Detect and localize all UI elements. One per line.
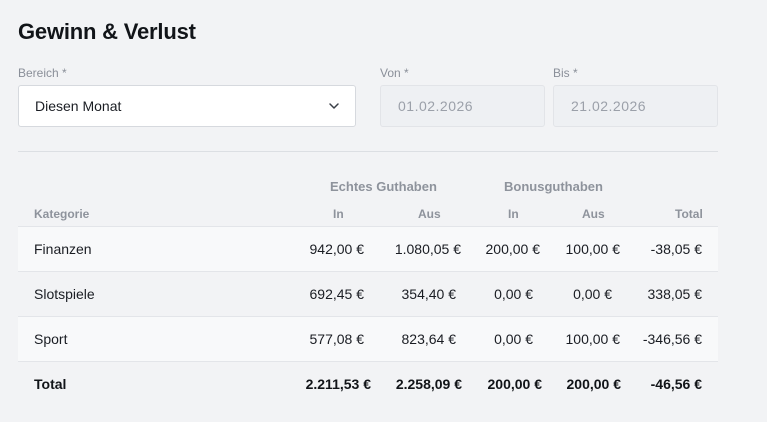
group-header-bonusguthaben: Bonusguthaben: [504, 179, 603, 194]
bis-label: Bis *: [553, 66, 578, 80]
table-row: Finanzen 942,00 € 1.080,05 € 200,00 € 10…: [18, 226, 718, 271]
cell-total: -38,05 €: [650, 241, 702, 257]
group-header-echtes-guthaben: Echtes Guthaben: [330, 179, 437, 194]
col-header-echt-in: In: [333, 207, 344, 221]
col-header-kategorie: Kategorie: [34, 207, 90, 221]
table-total-row: Total 2.211,53 € 2.258,09 € 200,00 € 200…: [18, 361, 718, 406]
cell-total: 338,05 €: [647, 286, 703, 302]
cell-kategorie: Finanzen: [34, 241, 92, 257]
cell-echt-in: 577,08 €: [309, 331, 365, 347]
divider: [18, 151, 718, 152]
cell-echt-in: 942,00 €: [309, 241, 365, 257]
von-date-input[interactable]: [380, 85, 545, 127]
cell-echt-in: 2.211,53 €: [305, 376, 371, 392]
col-header-echt-aus: Aus: [418, 207, 441, 221]
page-title: Gewinn & Verlust: [18, 19, 196, 44]
cell-echt-aus: 823,64 €: [401, 331, 457, 347]
cell-echt-aus: 354,40 €: [401, 286, 457, 302]
cell-bonus-aus: 200,00 €: [566, 376, 622, 392]
cell-echt-in: 692,45 €: [309, 286, 365, 302]
cell-kategorie: Slotspiele: [34, 286, 95, 302]
table-row: Sport 577,08 € 823,64 € 0,00 € 100,00 € …: [18, 316, 718, 361]
col-header-total: Total: [675, 207, 703, 221]
cell-total: -46,56 €: [650, 376, 702, 392]
von-label: Von *: [380, 66, 409, 80]
cell-total: -346,56 €: [642, 331, 702, 347]
bereich-label: Bereich *: [18, 66, 67, 80]
cell-echt-aus: 1.080,05 €: [394, 241, 461, 257]
col-header-bonus-aus: Aus: [582, 207, 605, 221]
bereich-select[interactable]: Diesen Monat: [18, 85, 356, 127]
cell-kategorie: Sport: [34, 331, 68, 347]
chevron-down-icon: [329, 103, 339, 109]
cell-bonus-in: 0,00 €: [494, 331, 533, 347]
col-header-bonus-in: In: [508, 207, 519, 221]
cell-bonus-in: 200,00 €: [485, 241, 541, 257]
cell-bonus-aus: 100,00 €: [565, 331, 621, 347]
bereich-select-value: Diesen Monat: [35, 98, 122, 114]
cell-bonus-aus: 0,00 €: [573, 286, 612, 302]
bis-date-input[interactable]: [553, 85, 718, 127]
cell-bonus-aus: 100,00 €: [565, 241, 621, 257]
cell-echt-aus: 2.258,09 €: [395, 376, 462, 392]
cell-kategorie: Total: [34, 376, 67, 392]
cell-bonus-in: 200,00 €: [487, 376, 543, 392]
cell-bonus-in: 0,00 €: [494, 286, 533, 302]
table-row: Slotspiele 692,45 € 354,40 € 0,00 € 0,00…: [18, 271, 718, 316]
